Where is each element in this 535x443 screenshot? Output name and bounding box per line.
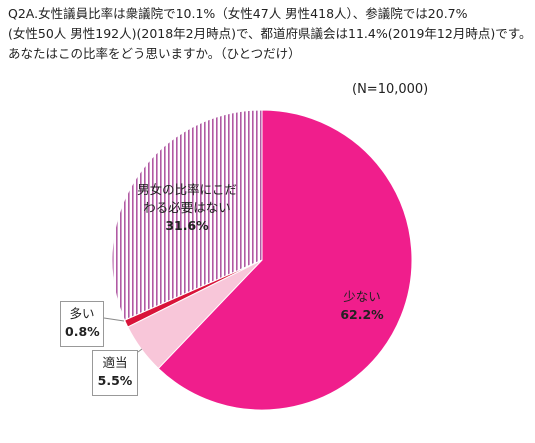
slice-label-kodawaru-line2: わる必要はない (143, 200, 231, 215)
slice-callout-tekitou-name: 適当 (102, 355, 128, 370)
slice-label-sukunai-value: 62.2% (340, 307, 384, 322)
slice-label-kodawaru: 男女の比率にこだ わる必要はない 31.6% (128, 181, 246, 235)
leader-line-ooi (103, 317, 125, 322)
slice-callout-ooi-value: 0.8% (65, 324, 100, 339)
leader-line-tekitou (137, 348, 143, 353)
pie-slices (111, 109, 413, 411)
slice-label-sukunai-name: 少ない (343, 289, 381, 304)
question-line-2: (女性50人 男性192人)(2018年2月時点)で、都道府県議会は11.4%(… (8, 26, 532, 41)
slice-label-sukunai: 少ない 62.2% (332, 288, 392, 324)
pie-slice-sukunai (157, 109, 413, 411)
slice-callout-ooi: 多い 0.8% (60, 301, 104, 347)
slice-label-kodawaru-line1: 男女の比率にこだ (137, 182, 237, 197)
question-line-3: あなたはこの比率をどう思いますか。（ひとつだけ） (8, 46, 301, 61)
slice-callout-tekitou-value: 5.5% (97, 373, 133, 388)
slice-callout-ooi-name: 多い (69, 306, 95, 321)
leader-lines (103, 317, 143, 353)
slice-label-kodawaru-value: 31.6% (165, 218, 209, 233)
slice-callout-tekitou: 適当 5.5% (92, 350, 138, 396)
pie-slice-kodawaru (111, 109, 263, 321)
question-line-1: Q2A.女性議員比率は衆議院で10.1%（女性47人 男性418人）、参議院では… (8, 6, 468, 21)
sample-size-label: (N=10,000) (352, 82, 429, 97)
question-text: Q2A.女性議員比率は衆議院で10.1%（女性47人 男性418人）、参議院では… (8, 4, 532, 64)
